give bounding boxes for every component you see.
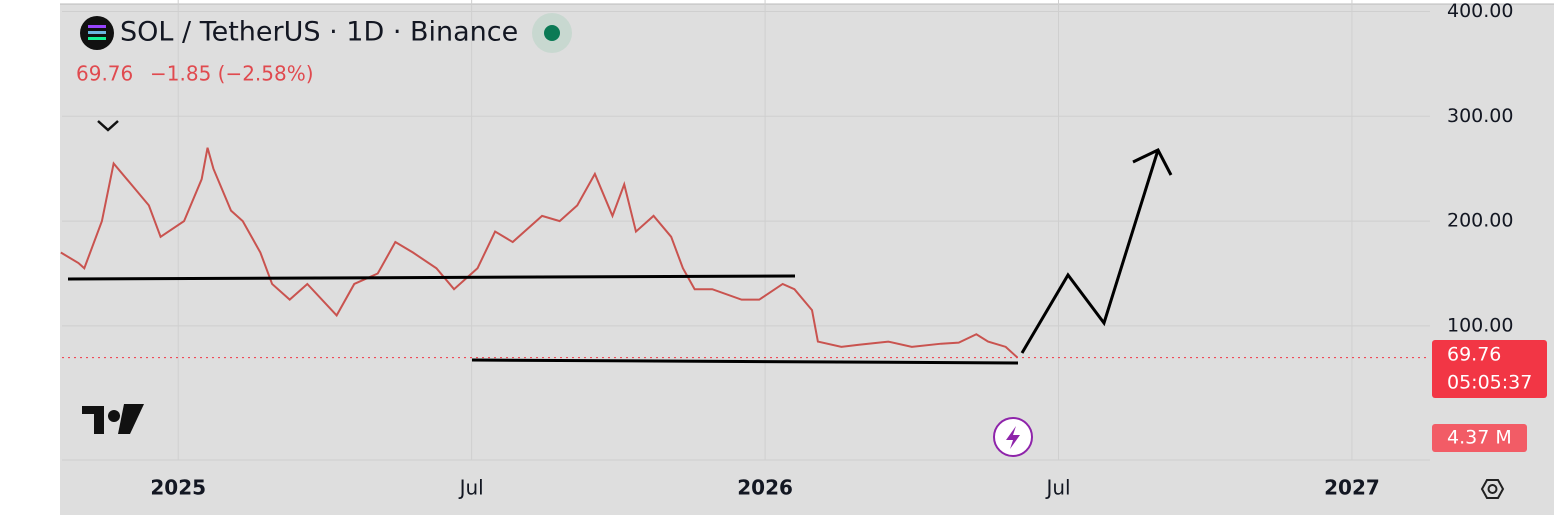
- y-tick-label: 200.00: [1447, 210, 1513, 232]
- logo-part: [108, 410, 120, 422]
- volume-tag-label: 4.37 M: [1447, 427, 1512, 449]
- price-tag: [1432, 340, 1547, 398]
- settings-icon-center: [1487, 484, 1498, 494]
- x-tick-label: 2025: [150, 476, 206, 500]
- arrow-head: [1132, 148, 1173, 176]
- collapse-chevron[interactable]: [97, 120, 119, 132]
- chart-title: SOL / TetherUS · 1D · Binance: [120, 17, 518, 48]
- coin-stripe: [88, 37, 106, 40]
- settings-icon[interactable]: [1480, 479, 1505, 499]
- y-tick-label: 400.00: [1447, 0, 1513, 22]
- price-line: [60, 147, 1019, 359]
- tv-logo: [82, 404, 144, 434]
- grid: 100.00 200.00 300.00 400.00 2025 Jul 2026 Jul 20…: [62, 0, 1513, 500]
- last-price: 69.76: [76, 62, 133, 86]
- x-tick-label: 2027: [1324, 476, 1380, 500]
- x-tick-label: Jul: [1044, 476, 1070, 500]
- volume-tag: [1432, 424, 1527, 452]
- logo-part: [94, 406, 104, 434]
- background: [60, 4, 1554, 515]
- coin-stripe: [88, 25, 106, 28]
- y-tick-label: 100.00: [1447, 314, 1513, 336]
- plot: [60, 147, 1430, 359]
- logo-part: [118, 404, 144, 434]
- drawings: [67, 148, 1173, 365]
- trend-line: [67, 274, 796, 281]
- logo-part: [82, 406, 104, 414]
- coin-stripe: [88, 31, 106, 34]
- status-dot: [544, 25, 560, 41]
- y-tick-label: 300.00: [1447, 105, 1513, 127]
- x-tick-label: Jul: [458, 476, 484, 500]
- price-change: −1.85 (−2.58%): [150, 62, 314, 86]
- price-tag-label: 69.76: [1447, 344, 1501, 366]
- countdown: 05:05:37: [1447, 372, 1532, 394]
- x-tick-label: 2026: [737, 476, 793, 500]
- lightning: [1006, 426, 1020, 449]
- projection-path: [1020, 149, 1160, 354]
- trend-line: [471, 358, 1019, 365]
